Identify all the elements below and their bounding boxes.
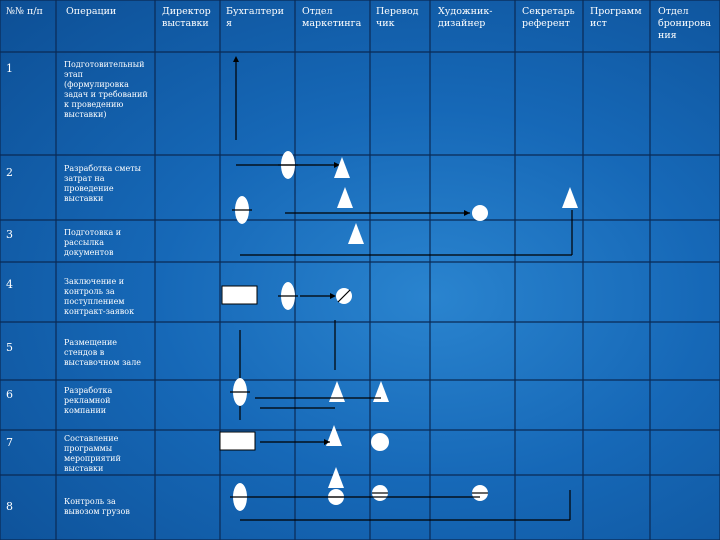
circle-slash-line — [337, 289, 351, 303]
triangle-marketing-2 — [337, 187, 353, 208]
triangle-marketing-3 — [348, 223, 364, 244]
row-5-operation: Размещение стендов в выставочном зале — [64, 338, 142, 367]
triangle-translator-6 — [373, 381, 389, 402]
rect-accounting-7 — [219, 431, 256, 451]
triangle-marketing-8 — [328, 467, 344, 488]
triangle-marketing-7 — [326, 425, 342, 446]
triangle-marketing-6 — [329, 381, 345, 402]
header-booking-dept: Отдел бронирова ния — [658, 6, 711, 41]
header-marketing-dept: Отдел маркетинга — [302, 6, 362, 29]
rect-accounting-4 — [221, 285, 258, 305]
header-number: №№ п/п — [6, 6, 43, 17]
row-6-number: 6 — [6, 388, 13, 401]
row-3-number: 3 — [6, 228, 13, 241]
row-3-operation: Подготовка и рассылка документов — [64, 228, 122, 257]
circle-translator-7 — [371, 433, 389, 451]
circle-designer-2 — [472, 205, 488, 221]
row-1-operation: Подготовительный этап (формулировка зада… — [64, 60, 148, 119]
row-2-number: 2 — [6, 166, 13, 179]
arrow-head — [330, 293, 336, 299]
header-exhibition-director: Директор выставки — [162, 6, 211, 29]
triangle-secretary-2 — [562, 187, 578, 208]
header-translator: Перевод чик — [376, 6, 419, 29]
row-2-operation: Разработка сметы затрат на проведение вы… — [64, 164, 142, 203]
header-secretary: Секретарь референт — [522, 6, 575, 29]
arrow-head — [233, 56, 239, 62]
triangle-marketing-1 — [334, 157, 350, 178]
row-4-operation: Заключение и контроль за поступлением ко… — [64, 277, 135, 316]
header-operations: Операции — [66, 6, 117, 17]
header-programmer: Программ ист — [590, 6, 642, 29]
arrow-head — [324, 439, 330, 445]
row-8-number: 8 — [6, 500, 13, 513]
arrow-head — [464, 210, 470, 216]
header-artist-designer: Художник-дизайнер — [438, 6, 493, 29]
row-4-number: 4 — [6, 278, 13, 291]
row-8-operation: Контроль за вывозом грузов — [64, 497, 130, 516]
row-6-operation: Разработка рекламной компании — [64, 386, 113, 415]
arrow-head — [334, 162, 340, 168]
row-1-number: 1 — [6, 62, 13, 75]
row-5-number: 5 — [6, 341, 13, 354]
row-7-operation: Составление программы мероприятий выстав… — [64, 434, 121, 473]
row-7-number: 7 — [6, 436, 13, 449]
header-accounting: Бухгалтери я — [226, 6, 284, 29]
